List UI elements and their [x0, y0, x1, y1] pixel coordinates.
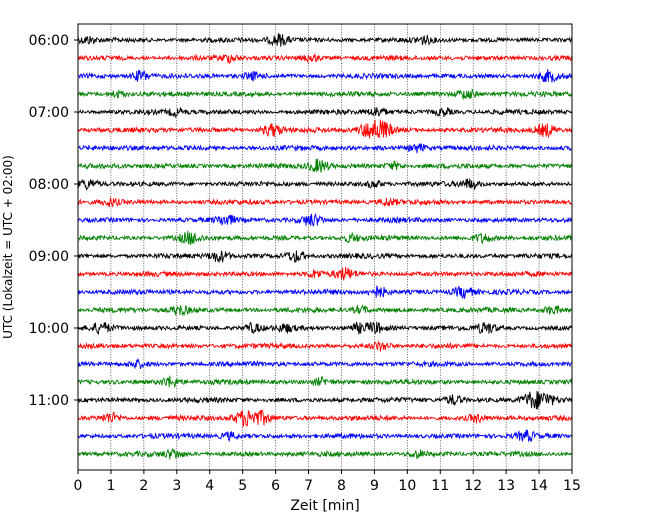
trace-row-0800 — [77, 178, 572, 192]
trace-row-0900 — [77, 250, 573, 264]
trace-row-0745 — [77, 158, 573, 173]
x-tick-label-10: 10 — [398, 478, 416, 494]
trace-row-1015 — [77, 340, 573, 352]
trace-row-0845 — [77, 230, 572, 245]
trace-row-1000 — [77, 321, 573, 336]
x-tick-label-4: 4 — [205, 478, 214, 494]
x-tick-label-11: 11 — [431, 478, 449, 494]
x-tick-label-5: 5 — [238, 478, 247, 494]
trace-row-1030 — [77, 358, 572, 370]
x-axis-label: Zeit [min] — [290, 498, 359, 514]
x-tick-label-12: 12 — [464, 478, 482, 494]
x-tick-label-9: 9 — [370, 478, 379, 494]
x-tick-label-0: 0 — [74, 478, 83, 494]
x-tick-label-7: 7 — [304, 478, 313, 494]
trace-row-0645 — [77, 88, 573, 101]
x-tick-label-13: 13 — [497, 478, 515, 494]
x-tick-label-14: 14 — [530, 478, 548, 494]
trace-row-0700 — [77, 107, 573, 119]
y-axis-label: UTC (Lokalzeit = UTC + 02:00) — [1, 155, 15, 339]
trace-row-1045 — [77, 375, 573, 388]
trace-row-0830 — [77, 212, 573, 227]
y-axis-ticks: 06:00 07:00 08:00 09:00 10:00 11:00 — [29, 33, 78, 409]
y-tick-label-10:00: 10:00 — [29, 321, 69, 337]
trace-row-0945 — [77, 304, 573, 317]
x-tick-label-15: 15 — [563, 478, 581, 494]
trace-row-0715 — [77, 119, 573, 139]
x-tick-label-3: 3 — [172, 478, 181, 494]
y-tick-label-07:00: 07:00 — [29, 105, 69, 121]
trace-row-0915 — [77, 266, 573, 281]
x-tick-label-2: 2 — [139, 478, 148, 494]
y-tick-label-09:00: 09:00 — [29, 249, 69, 265]
y-tick-label-06:00: 06:00 — [29, 33, 69, 49]
plot-frame — [77, 23, 573, 471]
x-tick-label-8: 8 — [337, 478, 346, 494]
trace-row-0600 — [77, 33, 573, 47]
trace-row-0730 — [77, 143, 572, 154]
x-axis-ticks: 0 1 2 3 4 5 6 7 8 9 10 11 12 13 14 15 — [74, 470, 581, 494]
y-tick-label-11:00: 11:00 — [29, 393, 69, 409]
plot-background — [78, 24, 572, 470]
x-tick-label-6: 6 — [271, 478, 280, 494]
trace-row-1130 — [77, 429, 573, 443]
trace-row-0630 — [77, 68, 573, 83]
trace-row-1100 — [77, 390, 573, 410]
trace-row-0815 — [77, 196, 572, 208]
trace-row-1145 — [77, 447, 572, 460]
trace-row-1115 — [77, 409, 573, 427]
seismic-traces — [77, 33, 573, 460]
trace-row-0930 — [77, 285, 573, 299]
trace-row-0615 — [77, 53, 573, 64]
x-tick-label-1: 1 — [106, 478, 115, 494]
y-tick-label-08:00: 08:00 — [29, 177, 69, 193]
